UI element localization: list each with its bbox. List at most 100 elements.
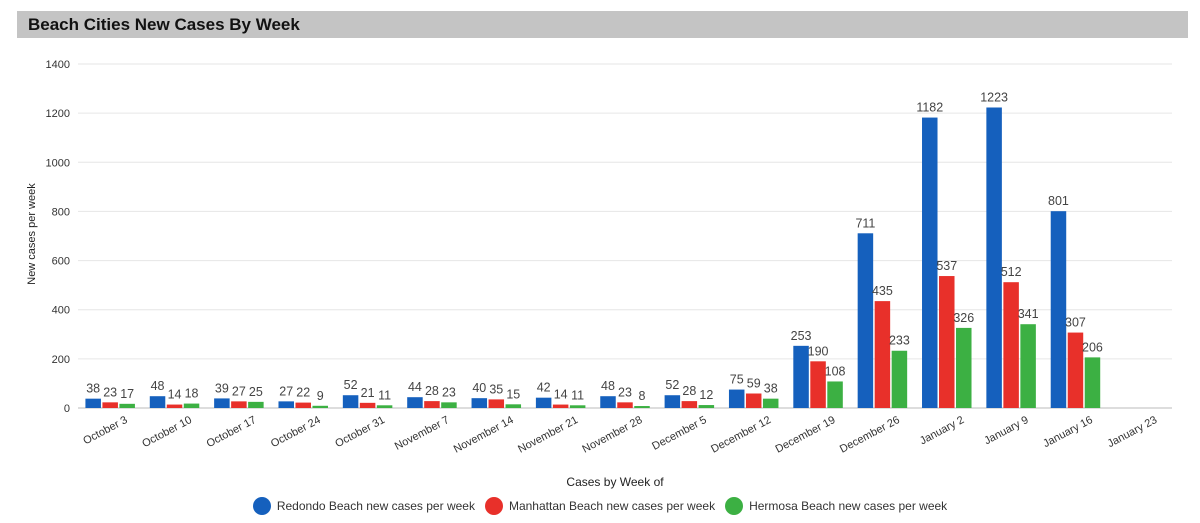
- x-tick-label: November 14: [452, 414, 516, 456]
- x-tick-label: January 2: [918, 414, 966, 447]
- y-tick-label: 1200: [46, 108, 70, 120]
- data-label: 75: [730, 373, 744, 387]
- data-label: 22: [296, 386, 310, 400]
- x-tick-label: December 5: [650, 414, 709, 453]
- y-tick-label: 1400: [46, 59, 70, 71]
- data-label: 253: [791, 329, 812, 343]
- data-label: 48: [601, 379, 615, 393]
- x-tick-label: October 3: [81, 414, 129, 447]
- legend-item[interactable]: Manhattan Beach new cases per week: [484, 497, 715, 515]
- y-tick-label: 400: [52, 305, 70, 317]
- legend-swatch: [725, 497, 744, 515]
- data-label: 233: [889, 334, 910, 348]
- y-tick-label: 600: [52, 256, 70, 268]
- bar: [359, 402, 376, 408]
- bar: [681, 401, 698, 408]
- bar: [745, 393, 762, 408]
- x-tick-label: November 28: [580, 414, 644, 456]
- bar: [793, 345, 809, 408]
- x-tick-label: October 10: [140, 414, 194, 450]
- x-tick-label: October 17: [205, 414, 259, 450]
- bar: [728, 389, 745, 408]
- bar: [535, 397, 552, 408]
- legend-swatch: [252, 497, 271, 515]
- bar: [102, 402, 118, 408]
- data-label: 52: [344, 378, 358, 392]
- bar: [1067, 332, 1084, 408]
- bar: [939, 276, 955, 408]
- bar: [424, 401, 440, 408]
- data-label: 59: [747, 377, 761, 391]
- data-label: 23: [103, 385, 117, 399]
- data-label: 38: [86, 382, 100, 396]
- bar: [857, 233, 874, 408]
- data-label: 42: [537, 381, 551, 395]
- bar: [488, 399, 505, 408]
- legend-label: Redondo Beach new cases per week: [276, 499, 475, 513]
- data-label: 307: [1065, 316, 1086, 330]
- bar: [248, 401, 264, 408]
- data-label: 39: [215, 381, 229, 395]
- legend-label: Hermosa Beach new cases per week: [749, 499, 948, 513]
- bar: [166, 404, 183, 408]
- data-label: 27: [279, 384, 293, 398]
- chart-title: Beach Cities New Cases By Week: [28, 14, 300, 34]
- x-tick-label: November 7: [393, 414, 452, 453]
- data-label: 28: [425, 384, 439, 398]
- data-label: 14: [168, 388, 182, 402]
- bar: [569, 405, 586, 408]
- data-label: 435: [872, 284, 893, 298]
- data-label: 21: [361, 386, 375, 400]
- bar: [183, 403, 200, 408]
- data-label: 1182: [916, 101, 943, 115]
- bar: [891, 350, 908, 408]
- x-tick-label: October 24: [269, 414, 323, 450]
- data-label: 512: [1001, 265, 1022, 279]
- data-label: 27: [232, 384, 246, 398]
- bar: [986, 107, 1002, 409]
- bar: [762, 398, 779, 408]
- data-label: 35: [489, 382, 503, 396]
- x-tick-label: January 16: [1041, 414, 1095, 450]
- bar: [664, 395, 681, 408]
- bar: [1050, 211, 1067, 408]
- bar: [214, 398, 230, 408]
- data-label: 801: [1048, 194, 1069, 208]
- bar: [552, 404, 569, 408]
- data-label: 25: [249, 385, 263, 399]
- y-axis-title: New cases per week: [26, 183, 38, 285]
- data-label: 38: [764, 382, 778, 396]
- bar: [617, 402, 633, 408]
- bar: [922, 117, 938, 409]
- legend-item[interactable]: Redondo Beach new cases per week: [252, 497, 475, 515]
- data-label: 341: [1018, 307, 1039, 321]
- x-tick-label: December 12: [709, 414, 773, 456]
- bar: [119, 403, 135, 408]
- data-label: 108: [825, 364, 846, 378]
- data-label: 8: [639, 389, 646, 403]
- bar: [1003, 282, 1019, 408]
- x-tick-label: November 21: [516, 414, 580, 456]
- bar: [342, 395, 359, 408]
- data-label: 190: [808, 344, 829, 358]
- data-label: 12: [699, 388, 713, 402]
- bar: [600, 396, 616, 408]
- bar: [634, 406, 650, 408]
- x-tick-label: December 26: [838, 414, 902, 456]
- data-label: 11: [571, 388, 584, 402]
- data-label: 11: [378, 388, 391, 402]
- data-label: 18: [185, 387, 199, 401]
- data-label: 15: [506, 387, 520, 401]
- legend-item[interactable]: Hermosa Beach new cases per week: [725, 497, 947, 515]
- y-tick-label: 800: [52, 206, 70, 218]
- bar: [698, 405, 715, 408]
- chart-title-bar: Beach Cities New Cases By Week: [17, 11, 1188, 38]
- bar: [441, 402, 457, 408]
- bar: [874, 301, 891, 408]
- data-label: 326: [953, 311, 974, 325]
- x-tick-label: October 31: [333, 414, 387, 450]
- x-axis-title: Cases by Week of: [566, 475, 664, 489]
- bar: [312, 405, 328, 408]
- bar: [1020, 324, 1036, 408]
